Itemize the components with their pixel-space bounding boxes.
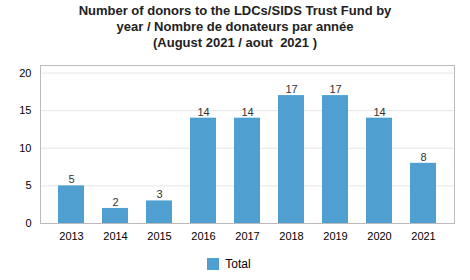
svg-text:2019: 2019 [323,230,347,242]
svg-text:0: 0 [25,217,31,229]
svg-text:2013: 2013 [59,230,83,242]
svg-text:2014: 2014 [103,230,127,242]
svg-text:2015: 2015 [147,230,171,242]
svg-text:17: 17 [329,83,341,95]
svg-text:10: 10 [19,142,31,154]
svg-text:3: 3 [156,188,162,200]
svg-text:15: 15 [19,104,31,116]
svg-text:5: 5 [68,173,74,185]
html-text:Number of donors to the LDCs/S: Number of donors to the LDCs/SIDS Trust … [78,3,392,50]
svg-text:2020: 2020 [367,230,391,242]
svg-text:2017: 2017 [235,230,259,242]
svg-text:2: 2 [112,196,118,208]
svg-text:14: 14 [241,106,253,118]
svg-text:17: 17 [285,83,297,95]
svg-text:20: 20 [19,67,31,79]
svg-text:2018: 2018 [279,230,303,242]
svg-text:2021: 2021 [411,230,435,242]
html-text:Total: Total [225,256,251,271]
svg-text:2016: 2016 [191,230,215,242]
svg-text:14: 14 [197,106,209,118]
svg-text:14: 14 [373,106,385,118]
svg-text:5: 5 [25,179,31,191]
svg-text:8: 8 [420,151,426,163]
